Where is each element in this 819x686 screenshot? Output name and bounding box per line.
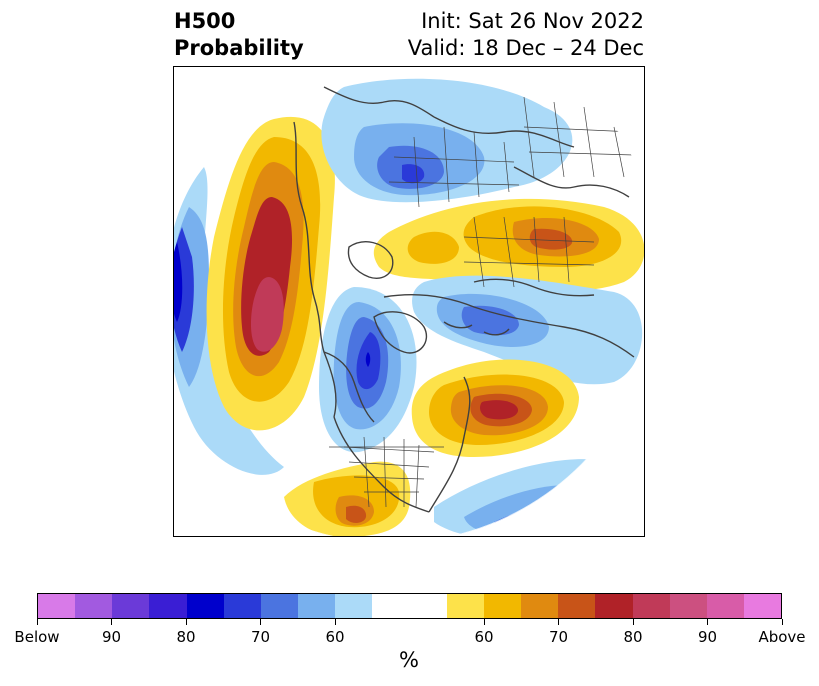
colorbar-cell	[409, 594, 447, 618]
colorbar-cell	[38, 594, 76, 618]
colorbar-tick-label: 90	[101, 628, 122, 646]
canada-below-anomaly	[319, 287, 417, 453]
colorbar-tick-mark	[781, 619, 783, 625]
title-variable: H500	[174, 9, 236, 33]
colorbar-cell	[632, 594, 670, 618]
colorbar-cell	[223, 594, 261, 618]
arctic-below-anomaly	[321, 78, 573, 203]
valid-range: Valid: 18 Dec – 24 Dec	[407, 36, 644, 60]
colorbar-tick-label: Below	[14, 628, 60, 646]
colorbar-cell	[595, 594, 633, 618]
colorbar-cell	[558, 594, 596, 618]
title-left: H500 Probability	[174, 8, 304, 62]
colorbar-tick-mark	[185, 619, 187, 625]
colorbar-tick-label: 80	[176, 628, 196, 646]
colorbar-unit-label: %	[399, 648, 419, 672]
colorbar-cell	[298, 594, 336, 618]
colorbar-cell	[706, 594, 744, 618]
colorbar-tick-label: 60	[325, 628, 345, 646]
probability-map	[174, 67, 644, 536]
colorbar	[37, 593, 782, 619]
bering-below-anomaly	[412, 275, 643, 385]
colorbar-cell	[335, 594, 373, 618]
colorbar-cell	[75, 594, 113, 618]
colorbar-tick-label: 70	[250, 628, 271, 646]
map-panel	[173, 66, 645, 537]
colorbar-cell	[483, 594, 522, 618]
colorbar-cell	[260, 594, 299, 618]
eurasia-above-anomaly	[373, 198, 644, 292]
colorbar-cell	[521, 594, 559, 618]
colorbar-tick-label: 60	[474, 628, 494, 646]
ne-pacific-above-anomaly	[206, 116, 335, 431]
west-pacific-below-anomaly	[174, 167, 284, 475]
colorbar-tick-label: 80	[623, 628, 643, 646]
colorbar-tick-mark	[334, 619, 336, 625]
colorbar-tick-mark	[36, 619, 38, 625]
colorbar-tick-mark	[707, 619, 708, 625]
colorbar-cell	[149, 594, 187, 618]
colorbar-tick-mark	[483, 619, 485, 625]
south-us-above-anomaly	[284, 461, 411, 536]
title-right: Init: Sat 26 Nov 2022 Valid: 18 Dec – 24…	[408, 8, 644, 62]
coastlines	[293, 86, 635, 513]
colorbar-tick-label: 70	[548, 628, 569, 646]
colorbar-tick-mark	[260, 619, 261, 625]
colorbar-tick-label: 90	[697, 628, 718, 646]
colorbar-cell	[372, 594, 410, 618]
political-borders	[329, 96, 635, 508]
colorbar-cell	[446, 594, 484, 618]
colorbar-cell	[112, 594, 150, 618]
atlantic-above-anomaly	[411, 359, 579, 457]
colorbar-cell	[669, 594, 707, 618]
colorbar-cell	[186, 594, 224, 618]
colorbar-cell	[743, 594, 782, 618]
colorbar-tick-mark	[558, 619, 559, 625]
colorbar-tick-mark	[632, 619, 634, 625]
init-date: Init: Sat 26 Nov 2022	[421, 9, 644, 33]
title-product: Probability	[174, 36, 304, 60]
colorbar-tick-label: Above	[758, 628, 806, 646]
colorbar-tick-mark	[111, 619, 112, 625]
